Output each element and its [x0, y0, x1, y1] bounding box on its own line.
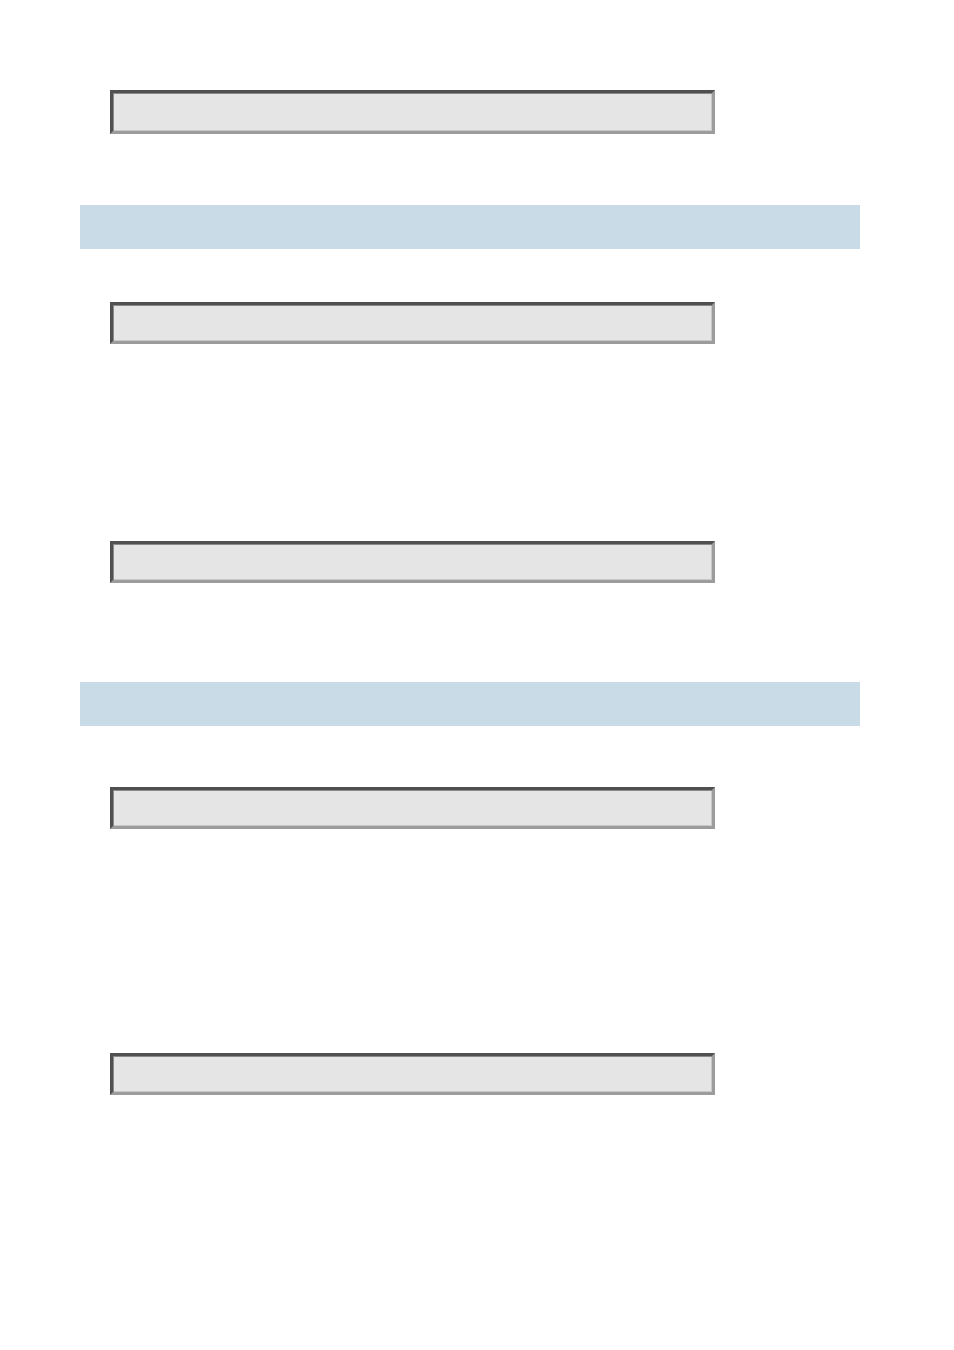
input-box-1[interactable] — [110, 90, 715, 134]
input-box-5[interactable] — [110, 1053, 715, 1095]
section-header-2 — [80, 682, 860, 726]
input-box-2[interactable] — [110, 302, 715, 344]
section-header-1 — [80, 205, 860, 249]
input-box-3[interactable] — [110, 541, 715, 583]
input-box-4[interactable] — [110, 787, 715, 829]
page — [0, 0, 954, 1350]
